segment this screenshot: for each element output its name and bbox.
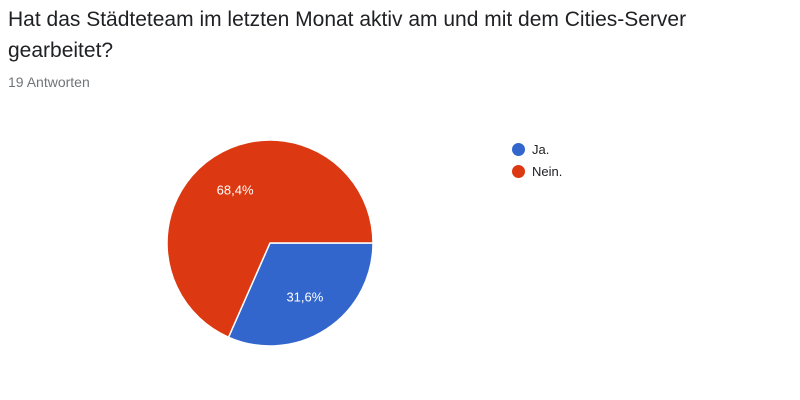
pie-slice-ja[interactable]: [227, 242, 374, 347]
question-title: Hat das Städteteam im letzten Monat akti…: [8, 8, 687, 62]
legend-item-nein[interactable]: Nein.: [512, 160, 562, 182]
legend-label-ja: Ja.: [532, 141, 550, 157]
pie-label-ja: 31,6%: [286, 289, 323, 304]
legend-label-nein: Nein.: [532, 163, 563, 179]
legend-swatch-nein: [512, 164, 525, 178]
chart-legend: Ja. Nein.: [512, 138, 562, 182]
pie-slice-nein[interactable]: [166, 139, 374, 339]
legend-swatch-ja: [512, 142, 525, 156]
pie-label-nein: 68,4%: [217, 183, 254, 198]
response-count: 19 Antworten: [8, 74, 90, 90]
legend-item-ja[interactable]: Ja.: [512, 138, 562, 160]
